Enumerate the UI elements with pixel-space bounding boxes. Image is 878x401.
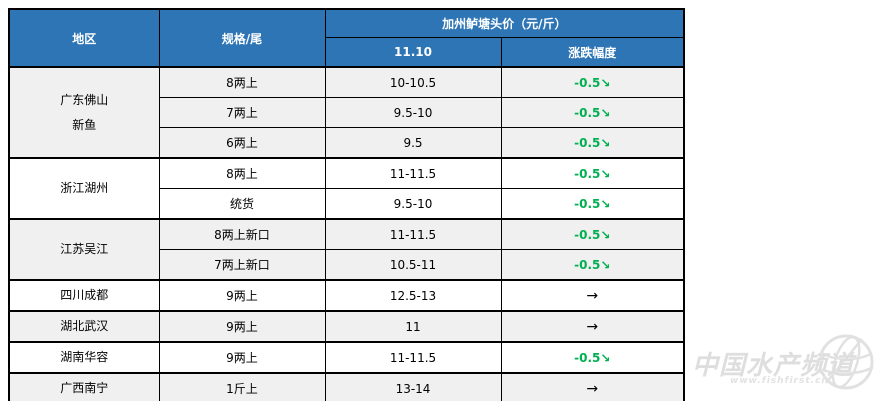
spec-cell: 9两上 — [158, 279, 326, 312]
change-cell: -0.5↘ — [500, 218, 685, 250]
table-row: 6两上 9.5 -0.5↘ — [9, 127, 685, 159]
price-cell: 11 — [324, 310, 502, 343]
spec-cell: 7两上新口 — [158, 249, 326, 281]
region-cell: 四川成都 — [8, 279, 160, 312]
region-cell: 广东佛山 新鱼 — [8, 66, 160, 159]
price-cell: 10.5-11 — [324, 249, 502, 281]
table-row: 广东佛山 新鱼 8两上 10-10.5 -0.5↘ — [8, 66, 685, 159]
table-row: 广西南宁 1斤上 13-14 → — [8, 372, 685, 401]
change-cell: -0.5↘ — [500, 157, 685, 189]
header-price-title: 加州鲈塘头价（元/斤） — [324, 8, 685, 38]
table-row: 四川成都 9两上 12.5-13 → — [8, 279, 685, 312]
table-body: 广东佛山 新鱼 8两上 10-10.5 -0.5↘ 7两上 9.5-10 -0.… — [8, 66, 685, 401]
change-cell: -0.5↘ — [500, 97, 685, 128]
price-cell: 11-11.5 — [324, 218, 502, 250]
change-cell: -0.5↘ — [500, 341, 685, 374]
change-cell: → — [500, 279, 685, 312]
watermark-title: 中国水产频道 — [692, 351, 855, 381]
price-cell: 11-11.5 — [324, 157, 502, 189]
change-cell: -0.5↘ — [500, 127, 685, 159]
region-cell: 江苏吴江 — [8, 218, 160, 281]
table-row: 7两上 9.5-10 -0.5↘ — [9, 97, 685, 128]
spec-cell: 1斤上 — [158, 372, 326, 401]
table-row: 7两上新口 10.5-11 -0.5↘ — [9, 249, 685, 281]
header-change: 涨跌幅度 — [500, 37, 685, 68]
change-cell: -0.5↘ — [500, 66, 685, 98]
price-cell: 10-10.5 — [324, 66, 502, 98]
header-row-1: 地区 规格/尾 加州鲈塘头价（元/斤） — [8, 8, 685, 68]
table-row: 浙江湖州 8两上 11-11.5 -0.5↘ — [8, 157, 685, 220]
header-row-2: 11.10 涨跌幅度 — [9, 37, 685, 68]
change-cell: → — [500, 372, 685, 401]
watermark: 中国水产频道 www.fishfirst.cn — [678, 319, 878, 401]
bass-price-table: 地区 规格/尾 加州鲈塘头价（元/斤） 11.10 涨跌幅度 广东佛山 新鱼 8… — [8, 8, 686, 401]
table-header: 地区 规格/尾 加州鲈塘头价（元/斤） 11.10 涨跌幅度 — [8, 8, 685, 68]
region-line-1: 广东佛山 — [60, 92, 109, 107]
watermark-url: www.fishfirst.cn — [730, 376, 829, 386]
change-cell: → — [500, 310, 685, 343]
price-cell: 9.5-10 — [324, 97, 502, 128]
change-cell: -0.5↘ — [500, 188, 685, 220]
header-spec: 规格/尾 — [158, 8, 326, 68]
table-row: 江苏吴江 8两上新口 11-11.5 -0.5↘ — [8, 218, 685, 281]
region-cell: 湖南华容 — [8, 341, 160, 374]
spec-cell: 8两上 — [158, 157, 326, 189]
region-cell: 浙江湖州 — [8, 157, 160, 220]
region-line-2: 新鱼 — [72, 118, 97, 132]
price-cell: 13-14 — [324, 372, 502, 401]
price-cell: 11-11.5 — [324, 341, 502, 374]
spec-cell: 7两上 — [158, 97, 326, 128]
region-cell: 湖北武汉 — [8, 310, 160, 343]
spec-cell: 8两上 — [158, 66, 326, 98]
spec-cell: 统货 — [158, 188, 326, 220]
change-cell: -0.5↘ — [500, 249, 685, 281]
spec-cell: 9两上 — [158, 310, 326, 343]
globe-icon — [818, 334, 874, 390]
price-cell: 12.5-13 — [324, 279, 502, 312]
spec-cell: 9两上 — [158, 341, 326, 374]
price-cell: 9.5 — [324, 127, 502, 159]
region-cell: 广西南宁 — [8, 372, 160, 401]
table-row: 湖北武汉 9两上 11 → — [8, 310, 685, 343]
table-row: 湖南华容 9两上 11-11.5 -0.5↘ — [8, 341, 685, 374]
price-cell: 9.5-10 — [324, 188, 502, 220]
table-row: 统货 9.5-10 -0.5↘ — [9, 188, 685, 220]
spec-cell: 8两上新口 — [158, 218, 326, 250]
spec-cell: 6两上 — [158, 127, 326, 159]
header-date: 11.10 — [324, 37, 502, 68]
header-region: 地区 — [8, 8, 160, 68]
region-label: 广东佛山 新鱼 — [10, 92, 158, 133]
